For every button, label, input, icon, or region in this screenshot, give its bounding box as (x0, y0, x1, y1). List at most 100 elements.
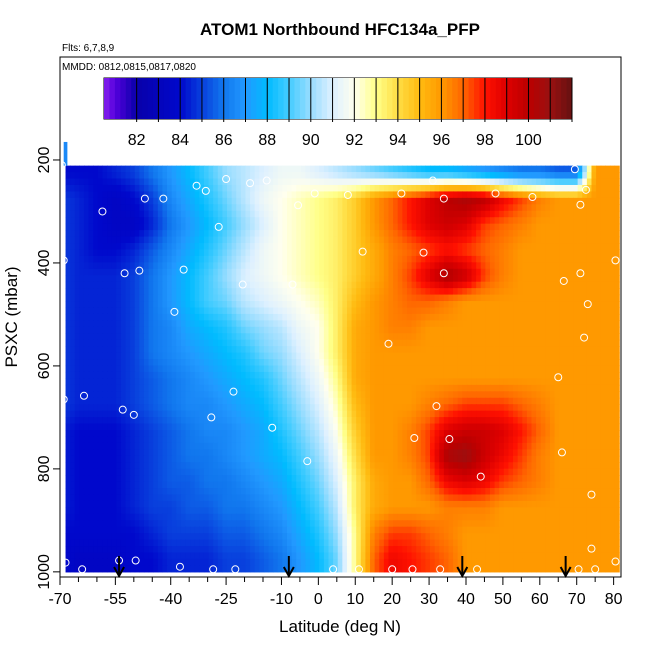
heatmap-cell (88, 275, 94, 283)
heatmap-cell (462, 410, 468, 418)
heatmap-cell (559, 197, 565, 205)
heatmap-cell (213, 184, 219, 193)
heatmap-cell (346, 359, 353, 367)
heatmap-cell (393, 210, 399, 218)
heatmap-cell (573, 281, 579, 289)
heatmap-cell (356, 197, 362, 205)
heatmap-cell (425, 230, 431, 238)
heatmap-cell (171, 288, 177, 296)
heatmap-cell (402, 384, 408, 392)
heatmap-cell (586, 423, 593, 431)
heatmap-cell (162, 397, 168, 405)
heatmap-cell (167, 236, 173, 244)
heatmap-cell (97, 223, 104, 231)
heatmap-cells (63, 141, 620, 573)
heatmap-cell (240, 165, 247, 173)
heatmap-cell (227, 197, 233, 205)
heatmap-cell (609, 397, 616, 405)
heatmap-cell (268, 417, 274, 425)
heatmap-cell (379, 294, 385, 302)
heatmap-cell (471, 410, 477, 418)
heatmap-cell (342, 371, 348, 380)
heatmap-cell (203, 333, 210, 341)
heatmap-cell (559, 423, 565, 431)
heatmap-cell (425, 184, 431, 193)
heatmap-cell (526, 313, 533, 321)
heatmap-cell (79, 210, 85, 218)
heatmap-cell (125, 217, 131, 225)
heatmap-cell (365, 410, 371, 418)
heatmap-cell (370, 359, 376, 367)
heatmap-cell (416, 410, 422, 418)
heatmap-cell (388, 326, 394, 334)
heatmap-cell (365, 417, 371, 425)
heatmap-cell (328, 197, 334, 205)
heatmap-cell (434, 423, 440, 431)
heatmap-cell (153, 410, 159, 418)
heatmap-cell (273, 172, 279, 180)
heatmap-cell (559, 178, 565, 186)
heatmap-cell (319, 184, 325, 193)
heatmap-cell (434, 352, 440, 360)
heatmap-cell (300, 397, 307, 405)
heatmap-cell (102, 223, 108, 231)
heatmap-cell (485, 230, 491, 238)
heatmap-cell (167, 365, 173, 373)
heatmap-cell (522, 294, 528, 302)
heatmap-cell (116, 294, 122, 302)
heatmap-cell (383, 178, 390, 186)
heatmap-cell (286, 223, 293, 231)
heatmap-cell (120, 371, 127, 380)
heatmap-cell (489, 184, 496, 193)
heatmap-cell (453, 320, 459, 328)
heatmap-cell (485, 210, 491, 218)
heatmap-cell (416, 352, 422, 360)
heatmap-cell (513, 391, 519, 399)
heatmap-cell (296, 378, 302, 386)
heatmap-cell (448, 404, 454, 412)
heatmap-cell (153, 255, 159, 263)
heatmap-cell (236, 404, 242, 412)
heatmap-cell (443, 307, 450, 315)
heatmap-cell (240, 359, 247, 367)
heatmap-cell (370, 172, 376, 180)
heatmap-cell (93, 346, 99, 354)
heatmap-cell (374, 384, 380, 392)
heatmap-cell (143, 352, 150, 360)
heatmap-cell (351, 346, 357, 354)
heatmap-cell (448, 230, 454, 238)
heatmap-cell (393, 365, 399, 373)
heatmap-cell (93, 223, 99, 231)
heatmap-cell (582, 268, 588, 276)
heatmap-cell (111, 217, 117, 225)
heatmap-cell (480, 378, 486, 386)
heatmap-cell (545, 217, 551, 225)
heatmap-cell (406, 301, 413, 309)
heatmap-cell (107, 204, 113, 212)
heatmap-cell (167, 281, 173, 289)
heatmap-cell (471, 223, 477, 231)
heatmap-cell (282, 197, 288, 205)
heatmap-cell (203, 404, 210, 412)
heatmap-cell (517, 165, 523, 173)
heatmap-cell (582, 294, 588, 302)
heatmap-cell (356, 268, 362, 276)
heatmap-cell (439, 243, 445, 251)
heatmap-cell (406, 359, 413, 367)
heatmap-cell (273, 430, 279, 438)
heatmap-cell (162, 410, 168, 418)
heatmap-cell (554, 307, 560, 315)
heatmap-cell (503, 281, 510, 289)
heatmap-cell (434, 301, 440, 309)
heatmap-cell (439, 268, 445, 276)
heatmap-cell (342, 236, 348, 244)
heatmap-cell (448, 178, 454, 186)
heatmap-cell (526, 230, 533, 238)
heatmap-cell (157, 404, 164, 412)
heatmap-cell (83, 410, 90, 418)
heatmap-cell (393, 230, 399, 238)
heatmap-cell (167, 378, 173, 386)
heatmap-cell (337, 249, 343, 257)
heatmap-cell (74, 204, 80, 212)
heatmap-cell (457, 378, 463, 386)
